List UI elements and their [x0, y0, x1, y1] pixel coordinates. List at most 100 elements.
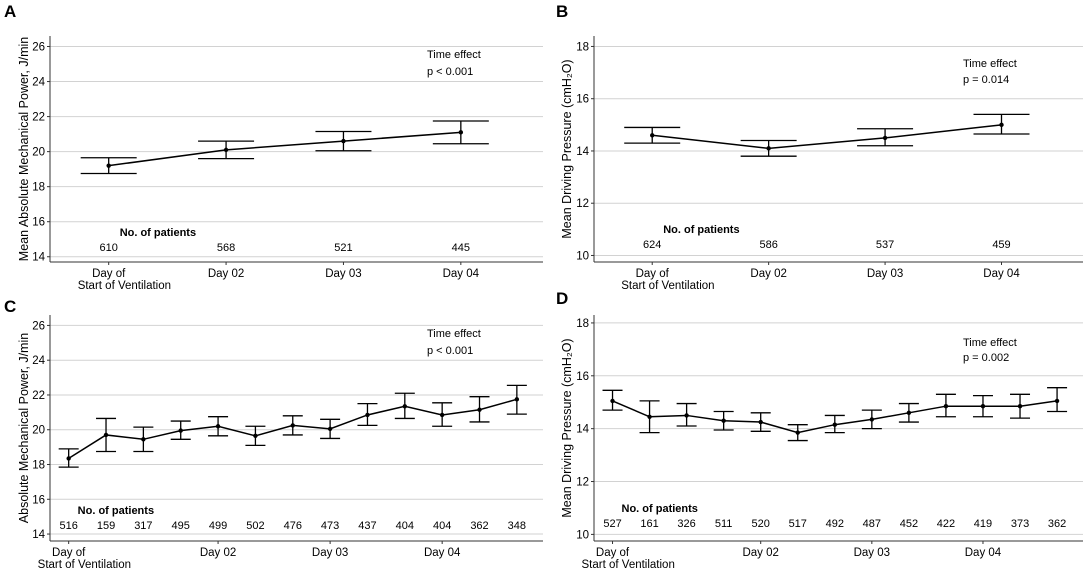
data-point	[647, 414, 652, 419]
panel-letter: A	[4, 2, 16, 21]
patient-count: 476	[284, 520, 302, 532]
y-tick-label: 18	[32, 182, 45, 194]
x-tick-label: Day 04	[424, 547, 461, 559]
y-tick-label: 14	[32, 252, 45, 264]
data-point	[141, 437, 146, 442]
x-tick-label: Start of Ventilation	[38, 559, 131, 568]
y-tick-label: 22	[32, 112, 45, 124]
data-point	[402, 404, 408, 409]
series-line	[652, 124, 1002, 150]
x-tick-label: Day 02	[200, 547, 236, 559]
data-point	[458, 130, 464, 135]
y-tick-label: 16	[576, 94, 589, 106]
p-value: p = 0.014	[963, 74, 1009, 86]
p-value: p < 0.001	[427, 66, 473, 78]
y-tick-label: 24	[32, 355, 45, 367]
data-point	[215, 424, 221, 429]
patient-count: 624	[643, 239, 661, 251]
x-tick-label: Day 04	[983, 268, 1020, 280]
time-effect-label: Time effect	[963, 58, 1017, 70]
patient-count: 487	[863, 518, 881, 530]
patient-count: 537	[876, 239, 894, 251]
patient-count: 502	[246, 520, 264, 532]
data-point	[439, 412, 445, 418]
patient-count: 404	[433, 520, 451, 532]
x-tick-label: Day 02	[742, 547, 778, 559]
y-tick-label: 22	[32, 390, 45, 402]
patient-count: 445	[452, 242, 470, 254]
y-axis-label: Mean Driving Pressure (cmH₂O)	[560, 59, 574, 238]
y-tick-label: 24	[32, 77, 45, 89]
data-point	[253, 433, 258, 439]
data-point	[1054, 398, 1060, 404]
data-point	[795, 430, 800, 435]
data-point	[477, 407, 482, 412]
data-point	[882, 135, 888, 141]
x-tick-label: Day 03	[854, 547, 890, 559]
data-point	[610, 398, 615, 404]
y-tick-label: 14	[32, 529, 45, 541]
patient-count: 568	[217, 242, 235, 254]
data-point	[290, 423, 295, 428]
data-point	[869, 417, 875, 422]
patient-count: 516	[59, 520, 77, 532]
patients-label: No. of patients	[120, 227, 196, 239]
patient-count: 610	[100, 242, 118, 254]
data-point	[223, 147, 229, 153]
x-tick-label: Day 03	[325, 268, 361, 280]
time-effect-label: Time effect	[427, 49, 481, 61]
patient-count: 317	[134, 520, 152, 532]
y-tick-label: 16	[32, 217, 45, 229]
patient-count: 419	[974, 518, 992, 530]
data-point	[106, 163, 111, 168]
data-point	[980, 403, 986, 409]
patient-count: 495	[172, 520, 190, 532]
patients-label: No. of patients	[78, 505, 154, 517]
time-effect-label: Time effect	[427, 328, 481, 340]
patient-count: 499	[209, 520, 227, 532]
x-tick-label: Day 02	[208, 268, 244, 280]
x-tick-label: Day 03	[867, 268, 903, 280]
x-tick-label: Start of Ventilation	[78, 280, 171, 292]
x-tick-label: Day of	[596, 547, 630, 559]
x-tick-label: Day 03	[312, 547, 348, 559]
time-effect-label: Time effect	[963, 337, 1017, 349]
y-tick-label: 26	[32, 320, 45, 332]
patient-count: 404	[396, 520, 414, 532]
y-tick-label: 18	[576, 41, 589, 53]
data-point	[684, 413, 689, 418]
y-tick-label: 12	[576, 477, 589, 489]
data-point	[650, 133, 655, 138]
x-tick-label: Day of	[52, 547, 86, 559]
x-tick-label: Day 04	[443, 268, 480, 280]
data-point	[906, 410, 912, 416]
y-axis-label: Mean Driving Pressure (cmH₂O)	[560, 338, 574, 517]
data-point	[103, 432, 109, 438]
data-point	[514, 397, 520, 402]
patient-count: 521	[334, 242, 352, 254]
patient-count: 362	[470, 520, 488, 532]
y-tick-label: 12	[576, 198, 589, 210]
patient-count: 586	[759, 239, 777, 251]
y-tick-label: 20	[32, 147, 45, 159]
patient-count: 511	[715, 518, 733, 530]
patients-label: No. of patients	[663, 224, 739, 236]
y-tick-label: 26	[32, 42, 45, 54]
p-value: p < 0.001	[427, 345, 473, 357]
data-point	[327, 426, 333, 432]
x-tick-label: Start of Ventilation	[621, 280, 714, 292]
data-point	[943, 403, 949, 409]
x-tick-label: Day of	[92, 268, 126, 280]
patient-count: 326	[677, 518, 695, 530]
patient-count: 348	[508, 520, 526, 532]
data-point	[66, 456, 71, 461]
y-tick-label: 16	[32, 494, 45, 506]
y-tick-label: 16	[576, 371, 589, 383]
p-value: p = 0.002	[963, 352, 1009, 364]
patient-count: 159	[97, 520, 115, 532]
data-point	[721, 418, 726, 423]
x-tick-label: Day 04	[965, 547, 1002, 559]
y-tick-label: 20	[32, 425, 45, 437]
y-tick-label: 14	[576, 146, 589, 158]
